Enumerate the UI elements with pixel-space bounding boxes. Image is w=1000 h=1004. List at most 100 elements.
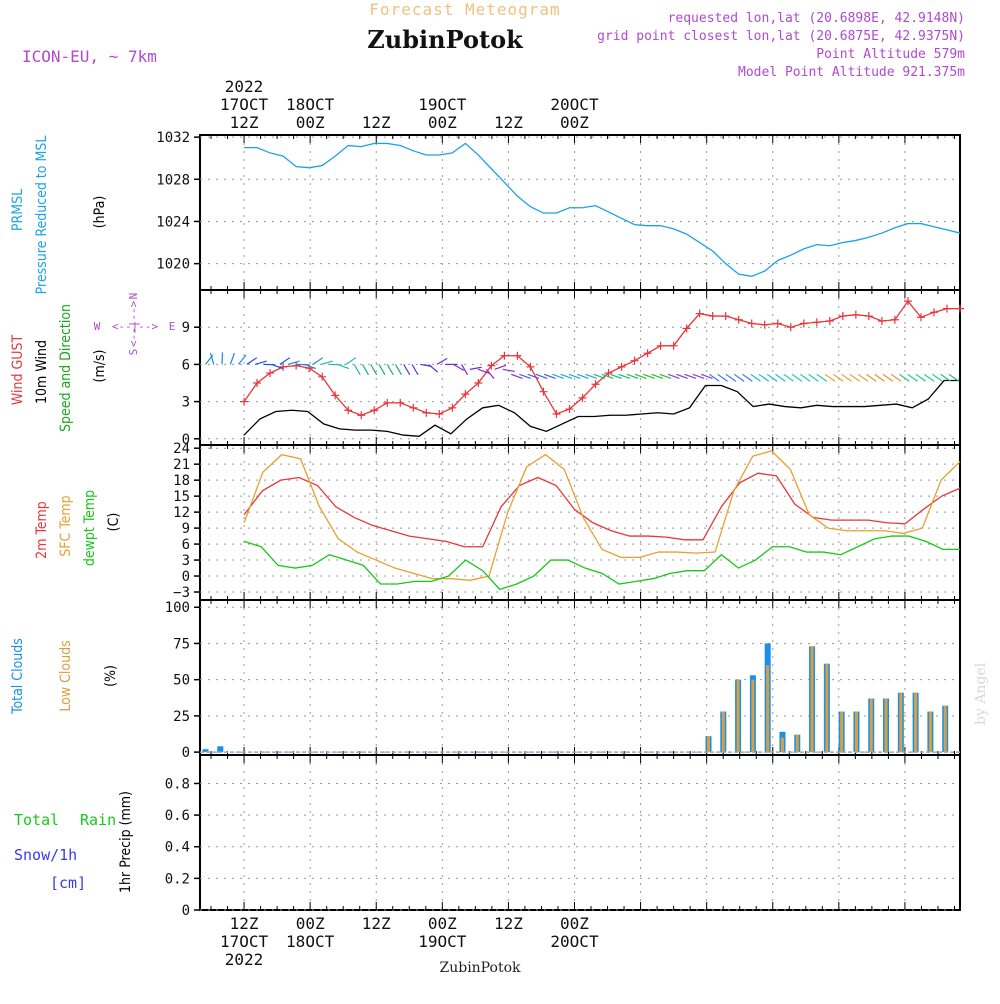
gust-marker (409, 404, 417, 412)
y-tick-label: 1024 (156, 214, 190, 230)
wind-direction-arrow (809, 374, 819, 381)
gust-marker (852, 311, 860, 319)
gust-marker (644, 349, 652, 357)
gust-marker (370, 406, 378, 414)
cloud-bar-low (899, 693, 902, 752)
ylabel-wind: 10m Wind (34, 340, 50, 404)
wind-direction-arrow (239, 355, 246, 364)
y-tick-label: 0.4 (165, 840, 190, 856)
cloud-bar-low (855, 712, 858, 753)
wind-direction-arrow (924, 374, 934, 381)
wind-direction-arrow (313, 358, 323, 365)
y-tick-label: 0 (182, 745, 190, 761)
wind-direction-arrow (850, 374, 860, 381)
model-label: ICON-EU, ~ 7km (22, 47, 157, 66)
time-label-bottom: 12Z (230, 914, 259, 933)
wind-direction-arrow (379, 364, 385, 374)
ylabel-low-clouds: Low Clouds (58, 640, 74, 711)
cloud-bar-low (870, 699, 873, 753)
time-label-bottom: 12Z (362, 914, 391, 933)
cloud-bar-low (781, 738, 784, 752)
wind-direction-arrow (800, 374, 810, 381)
time-label-bottom: 18OCT (286, 932, 335, 951)
cloud-bar-low (929, 712, 932, 753)
y-tick-label: 3 (182, 395, 190, 411)
ylabel-sfc: SFC Temp (58, 495, 74, 556)
station-title: ZubinPotok (367, 25, 524, 54)
wind-direction-arrow (842, 374, 852, 381)
gust-marker (240, 398, 248, 406)
gust-marker (891, 316, 899, 324)
wind-direction-arrow (387, 364, 393, 374)
panel-frame-precip (200, 755, 960, 910)
gust-marker (826, 317, 834, 325)
time-label-top: 12Z (494, 113, 523, 132)
time-label-bottom: 17OCT (220, 932, 269, 951)
wind-direction-arrow (833, 374, 843, 381)
compass-ns-arrows: <--|--> (127, 300, 140, 347)
wind-direction-arrow (247, 358, 257, 365)
time-label-top: 00Z (428, 113, 457, 132)
ylabel-precip: 1hr Precip (mm) (118, 791, 134, 893)
cloud-bar-low (796, 735, 799, 752)
gust-marker (878, 317, 886, 325)
ylabel-temp: 2m Temp (34, 501, 50, 559)
gust-marker (552, 410, 560, 418)
y-tick-label: 1032 (156, 130, 190, 146)
legend-rain: Rain (80, 811, 116, 829)
wind-direction-arrow (767, 374, 777, 381)
compass-south: S (127, 349, 140, 356)
cloud-bar-low (914, 693, 917, 752)
time-label-top: 19OCT (418, 95, 467, 114)
wind-line (244, 381, 960, 437)
y-tick-label: 75 (173, 636, 190, 652)
compass-west: W (94, 320, 101, 333)
gust-marker (383, 399, 391, 407)
wind-direction-arrow (362, 364, 368, 374)
cloud-bar-low (840, 712, 843, 753)
compass-east: E (169, 320, 176, 333)
time-label-bottom: 12Z (494, 914, 523, 933)
wind-direction-arrow (734, 374, 744, 381)
ylabel-dewpt: dewpt Temp (82, 490, 98, 566)
gust-marker (631, 357, 639, 365)
ylabel-direction: Speed and Direction (58, 304, 74, 432)
gust-marker (657, 342, 665, 350)
y-tick-label: 15 (173, 489, 190, 505)
gust-marker (813, 318, 821, 326)
cloud-bar-total (217, 746, 223, 752)
y-tick-label: 0.2 (165, 871, 190, 887)
ylabel-pressure: Pressure Reduced to MSL (34, 136, 50, 295)
wind-direction-arrow (916, 374, 926, 381)
product-title: Forecast Meteogram (369, 0, 560, 19)
legend-cm: [cm] (50, 874, 86, 892)
gust-marker (396, 399, 404, 407)
y-tick-label: 1028 (156, 172, 190, 188)
gust-marker (748, 319, 756, 327)
ylabel-c: (C) (106, 513, 122, 532)
gust-marker (735, 316, 743, 324)
y-tick-label: 6 (182, 357, 190, 373)
time-label-top: 12Z (362, 113, 391, 132)
cloud-bar-low (825, 664, 828, 752)
cloud-bar-low (722, 712, 725, 753)
ylabel-total-clouds: Total Clouds (10, 638, 26, 715)
gust-marker (357, 411, 365, 419)
wind-direction-arrow (230, 353, 234, 364)
wind-direction-arrow (404, 364, 410, 374)
wind-direction-arrow (932, 374, 942, 381)
y-tick-label: 9 (182, 521, 190, 537)
y-tick-label: −3 (173, 585, 190, 601)
time-label-bottom: 00Z (560, 914, 589, 933)
pressure-line (244, 143, 960, 276)
ylabel-hpa: (hPa) (92, 196, 108, 229)
cloud-bar-low (885, 699, 888, 753)
wind-direction-arrow (817, 374, 827, 381)
wind-direction-arrow (751, 374, 761, 381)
wind-direction-arrow (718, 374, 728, 381)
cloud-bar-low (751, 680, 754, 752)
wind-direction-arrow (776, 374, 786, 381)
ylabel-ms: (m/s) (92, 350, 108, 383)
credit-label: by Angel (973, 662, 989, 725)
time-label-bottom: 00Z (428, 914, 457, 933)
